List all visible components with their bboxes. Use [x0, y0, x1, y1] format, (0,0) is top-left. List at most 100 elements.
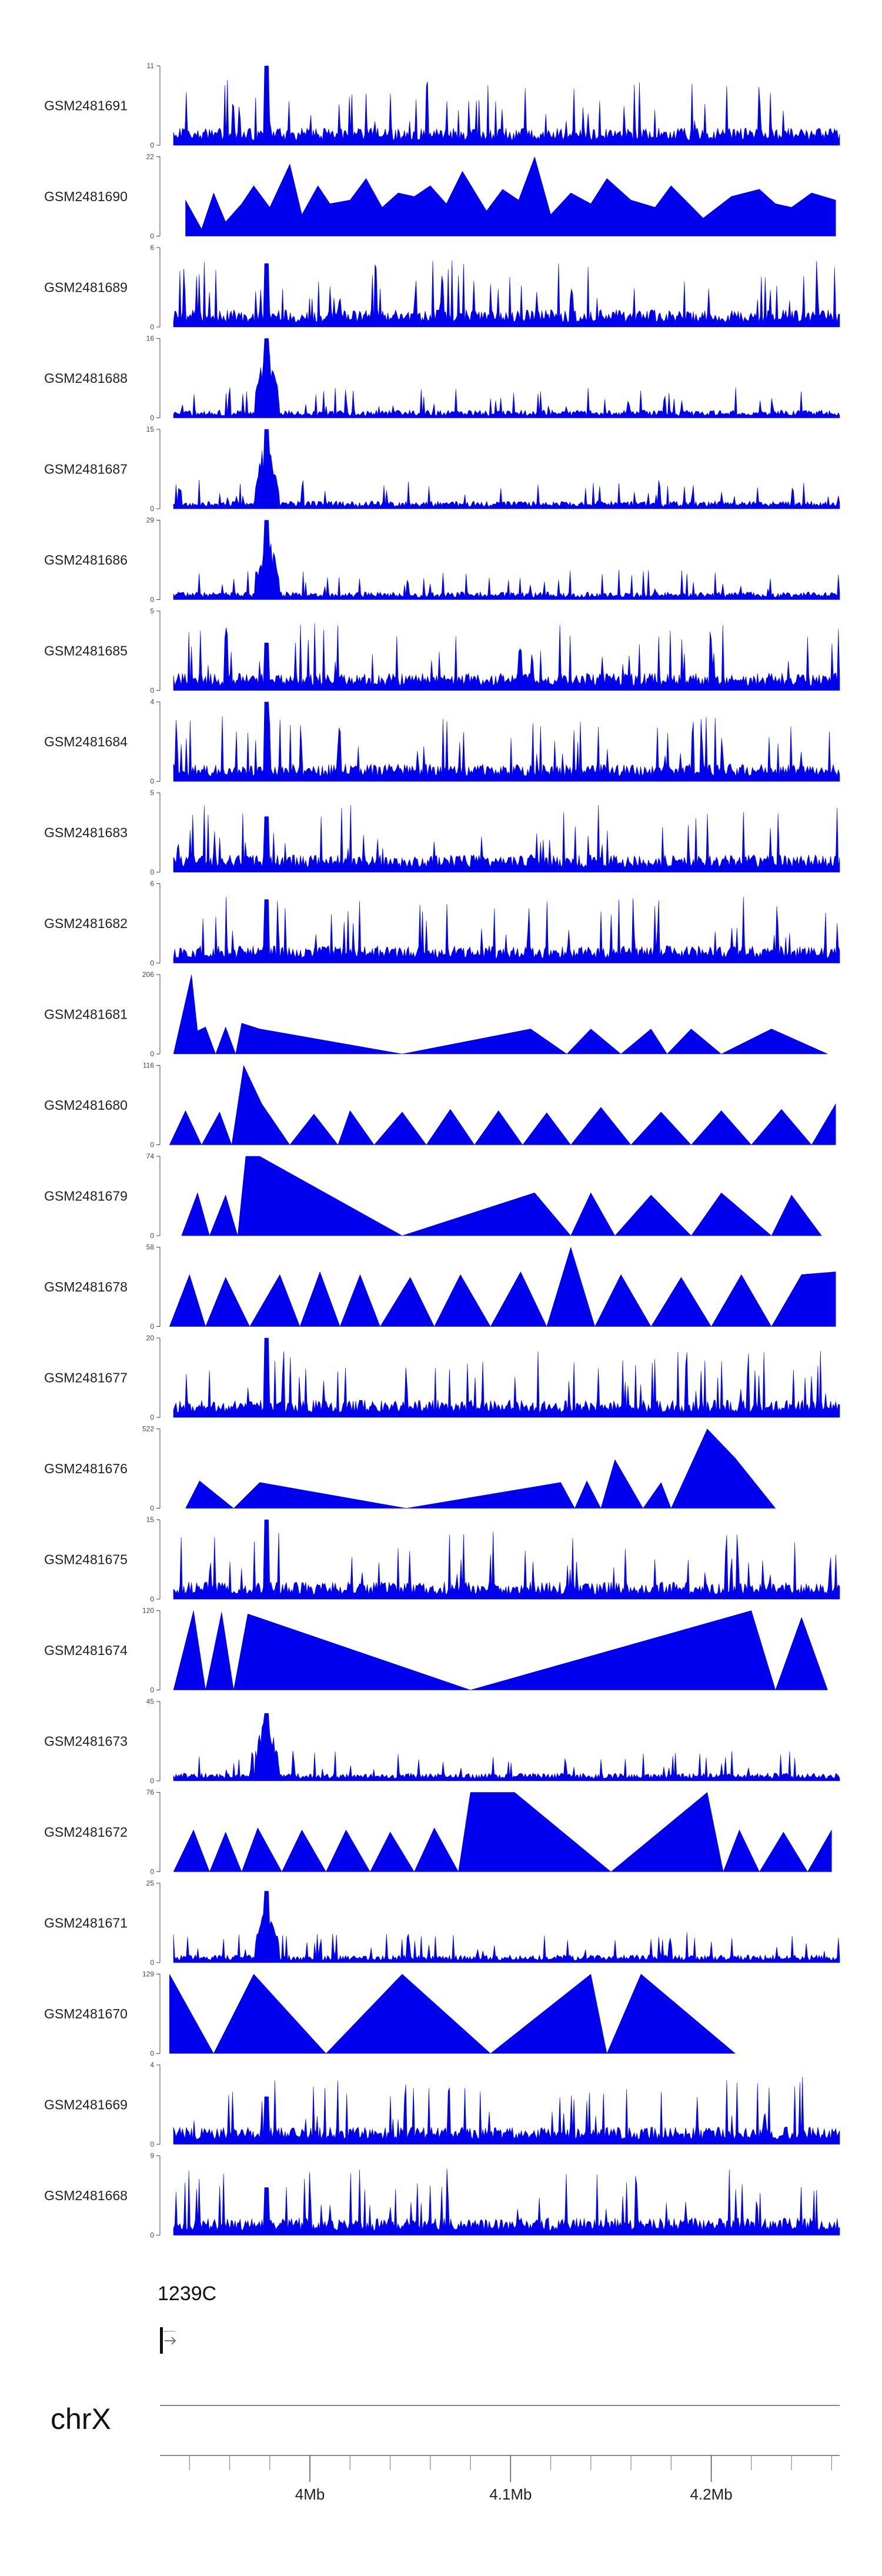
y-tick-label-min: 0	[150, 1868, 154, 1876]
track-GSM2481682: GSM2481682 6 0	[44, 880, 840, 967]
y-tick-label-max: 522	[142, 1425, 154, 1433]
track-GSM2481684: GSM2481684 4 0	[44, 698, 840, 786]
y-tick-label-max: 120	[142, 1607, 154, 1615]
track-GSM2481669: GSM2481669 4 0	[44, 2061, 840, 2148]
y-tick-label-max: 15	[146, 1516, 155, 1524]
y-tick-label-min: 0	[150, 2140, 154, 2148]
gene-track: 1239C	[158, 2283, 216, 2354]
y-tick-label-max: 206	[142, 970, 154, 979]
coverage-area	[173, 65, 840, 146]
coverage-area	[173, 1891, 840, 1963]
y-tick-label-min: 0	[150, 1777, 154, 1785]
track-GSM2481674: GSM2481674 120 0	[44, 1607, 828, 1694]
coverage-area	[173, 2077, 840, 2145]
coverage-area	[173, 702, 840, 782]
y-tick-label-max: 76	[146, 1788, 155, 1797]
track-label: GSM2481672	[44, 1824, 128, 1840]
track-label: GSM2481668	[44, 2188, 128, 2203]
track-label: GSM2481689	[44, 280, 128, 295]
y-tick-label-min: 0	[150, 1686, 154, 1694]
genomic-axis: 4Mb 4.1Mb 4.2Mb	[160, 2455, 840, 2503]
track-label: GSM2481686	[44, 552, 128, 568]
y-tick-label-min: 0	[150, 141, 154, 149]
y-tick-label-max: 116	[143, 1062, 154, 1070]
y-tick-label-min: 0	[150, 414, 154, 422]
track-GSM2481677: GSM2481677 20 0	[44, 1334, 840, 1422]
y-tick-label-min: 0	[150, 959, 154, 967]
track-GSM2481688: GSM2481688 16 0	[44, 335, 840, 422]
y-tick-label-min: 0	[150, 2050, 154, 2058]
track-label: GSM2481680	[44, 1097, 128, 1113]
track-label: GSM2481670	[44, 2006, 128, 2021]
track-GSM2481679: GSM2481679 74 0	[44, 1152, 822, 1240]
y-tick-label-max: 4	[150, 2061, 154, 2069]
track-label: GSM2481685	[44, 643, 128, 659]
y-tick-label-max: 58	[146, 1243, 155, 1252]
track-label: GSM2481691	[44, 98, 128, 114]
track-label: GSM2481687	[44, 462, 128, 477]
coverage-area	[173, 520, 840, 600]
y-tick-label-min: 0	[150, 2231, 154, 2240]
y-tick-label-max: 6	[150, 880, 154, 888]
coverage-area	[173, 896, 840, 963]
track-label: GSM2481674	[44, 1643, 128, 1658]
y-tick-label-min: 0	[150, 1413, 154, 1422]
y-tick-label-max: 45	[146, 1697, 155, 1706]
track-label: GSM2481681	[44, 1007, 128, 1022]
y-tick-label-min: 0	[150, 778, 154, 786]
coverage-area	[173, 623, 840, 691]
track-label: GSM2481675	[44, 1552, 128, 1567]
y-tick-label-min: 0	[150, 1323, 154, 1331]
y-tick-label-max: 16	[146, 335, 155, 343]
y-tick-label-min: 0	[150, 1595, 154, 1603]
coverage-area	[173, 805, 840, 873]
gene-arrow	[165, 2337, 176, 2345]
y-tick-label-max: 6	[150, 243, 154, 252]
y-tick-label-min: 0	[150, 1504, 154, 1513]
track-GSM2481686: GSM2481686 29 0	[44, 516, 840, 604]
y-tick-label-min: 0	[150, 596, 154, 604]
track-GSM2481683: GSM2481683 5 0	[44, 789, 840, 876]
y-tick-label-min: 0	[150, 232, 154, 241]
track-label: GSM2481676	[44, 1461, 128, 1476]
track-GSM2481680: GSM2481680 116 0	[44, 1062, 836, 1149]
track-label: GSM2481688	[44, 371, 128, 386]
y-tick-label-min: 0	[150, 505, 154, 513]
track-GSM2481668: GSM2481668 9 0	[44, 2152, 840, 2240]
track-GSM2481687: GSM2481687 15 0	[44, 425, 840, 513]
coverage-area	[185, 156, 836, 236]
track-label: GSM2481690	[44, 189, 128, 204]
track-GSM2481670: GSM2481670 129 0	[44, 1970, 736, 2058]
y-tick-label-max: 74	[146, 1152, 155, 1160]
track-label: GSM2481683	[44, 825, 128, 840]
track-GSM2481690: GSM2481690 22 0	[44, 153, 836, 241]
track-GSM2481675: GSM2481675 15 0	[44, 1516, 840, 1603]
track-GSM2481671: GSM2481671 25 0	[44, 1879, 840, 1967]
coverage-area	[173, 974, 828, 1055]
coverage-area	[173, 429, 840, 509]
x-tick-label: 4.2Mb	[690, 2485, 732, 2503]
y-tick-label-min: 0	[150, 1141, 154, 1149]
x-tick-label: 4Mb	[295, 2485, 325, 2503]
coverage-area	[173, 1713, 840, 1781]
coverage-area	[173, 1337, 840, 1418]
track-GSM2481691: GSM2481691 11 0	[44, 62, 840, 149]
y-tick-label-min: 0	[150, 868, 154, 876]
coverage-area	[169, 1065, 836, 1146]
y-tick-label-max: 9	[150, 2152, 154, 2160]
coverage-area	[185, 1429, 776, 1509]
y-tick-label-max: 15	[146, 425, 155, 433]
track-label: GSM2481678	[44, 1279, 128, 1294]
y-tick-label-max: 11	[147, 62, 155, 70]
chromosome-track: chrX	[51, 2403, 840, 2435]
y-tick-label-max: 5	[150, 789, 154, 797]
coverage-tracks: GSM2481691110GSM2481690220GSM248168960GS…	[44, 62, 840, 2240]
chromosome-label: chrX	[51, 2403, 111, 2435]
track-label: GSM2481669	[44, 2097, 128, 2113]
track-GSM2481685: GSM2481685 5 0	[44, 607, 840, 695]
x-tick-label: 4.1Mb	[489, 2485, 532, 2503]
track-label: GSM2481682	[44, 916, 128, 931]
coverage-area	[173, 1519, 840, 1600]
coverage-area	[169, 1246, 836, 1327]
